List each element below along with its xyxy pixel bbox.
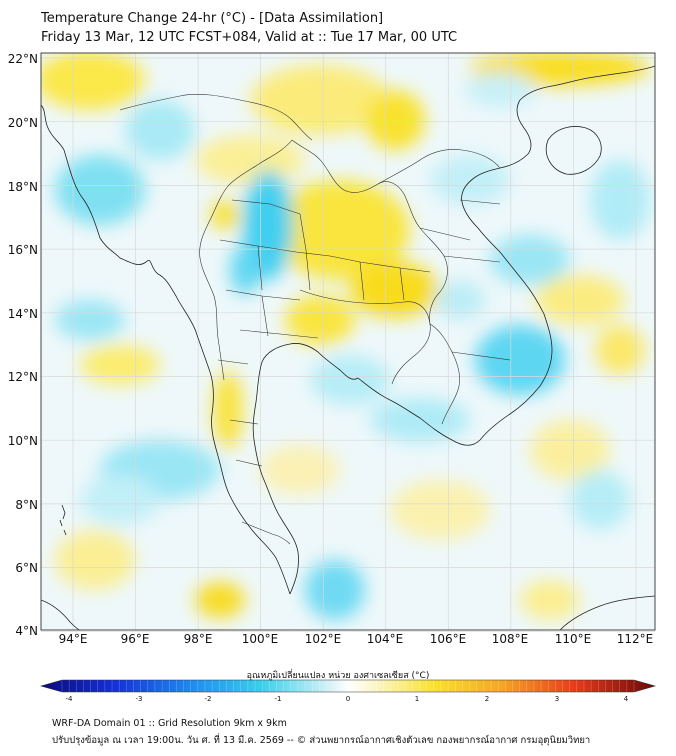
lon-label: 94°E xyxy=(58,632,88,646)
graticule xyxy=(41,53,655,632)
lon-label: 110°E xyxy=(554,632,592,646)
lat-label: 4°N xyxy=(15,624,38,638)
colorbar-tick: 3 xyxy=(554,695,560,703)
lon-label: 96°E xyxy=(120,632,150,646)
country-borders xyxy=(119,94,511,545)
border-laos xyxy=(291,139,448,325)
borneo-coast xyxy=(559,595,655,630)
colorbar-tick: 0 xyxy=(345,695,351,703)
lat-label: 8°N xyxy=(15,498,38,512)
border-thailand-cambodia xyxy=(299,289,431,385)
map-frame xyxy=(40,52,656,631)
footer-credit: ปรับปรุงข้อมูล ณ เวลา 19:00น. วัน ศ. ที่… xyxy=(52,735,591,746)
map-subtitle: Friday 13 Mar, 12 UTC FCST+084, Valid at… xyxy=(41,30,458,45)
lon-label: 106°E xyxy=(429,632,467,646)
border-china xyxy=(119,94,501,185)
colorbar-tick: 1 xyxy=(414,695,420,703)
colorbar xyxy=(39,679,657,693)
lon-label: 102°E xyxy=(304,632,342,646)
colorbar-title: อุณหภูมิเปลี่ยนแปลง หน่วย องศาเซลเซียส (… xyxy=(246,671,430,681)
lat-label: 18°N xyxy=(7,180,38,194)
lat-label: 6°N xyxy=(15,561,38,575)
border-cambodia-vietnam xyxy=(429,323,460,425)
colorbar-segments xyxy=(61,680,635,692)
sumatra-coast xyxy=(41,599,81,630)
colorbar-tick: -4 xyxy=(65,695,73,703)
indochina-admin-lines xyxy=(419,199,511,361)
lat-label: 10°N xyxy=(7,434,38,448)
lat-label: 20°N xyxy=(7,116,38,130)
colorbar-tick: 4 xyxy=(623,695,629,703)
map-title: Temperature Change 24-hr (°C) - [Data As… xyxy=(41,11,384,26)
lon-label: 98°E xyxy=(183,632,213,646)
indochina-coast xyxy=(357,153,553,446)
coastlines xyxy=(41,65,655,630)
province-lines xyxy=(217,199,431,467)
border-myanmar-thailand xyxy=(199,139,293,381)
colorbar-tick: 2 xyxy=(484,695,490,703)
china-coast xyxy=(516,65,655,155)
lon-label: 104°E xyxy=(366,632,404,646)
lon-label: 100°E xyxy=(241,632,279,646)
colorbar-tick: -3 xyxy=(135,695,143,703)
lat-label: 12°N xyxy=(7,370,38,384)
lon-label: 108°E xyxy=(491,632,529,646)
lon-label: 112°E xyxy=(616,632,654,646)
myanmar-coast xyxy=(41,104,291,595)
hainan-island xyxy=(545,126,602,175)
border-thailand-malaysia xyxy=(241,521,291,545)
colorbar-tick: -1 xyxy=(274,695,282,703)
footer-model-info: WRF-DA Domain 01 :: Grid Resolution 9km … xyxy=(52,718,287,729)
andaman-islands xyxy=(59,504,67,536)
lat-label: 16°N xyxy=(7,243,38,257)
peninsula-east-coast xyxy=(252,343,359,595)
temperature-field xyxy=(41,53,655,630)
lat-label: 14°N xyxy=(7,307,38,321)
colorbar-gradient xyxy=(39,679,657,693)
lat-label: 22°N xyxy=(7,52,38,66)
colorbar-tick: -2 xyxy=(204,695,212,703)
field-blobs xyxy=(41,53,650,620)
